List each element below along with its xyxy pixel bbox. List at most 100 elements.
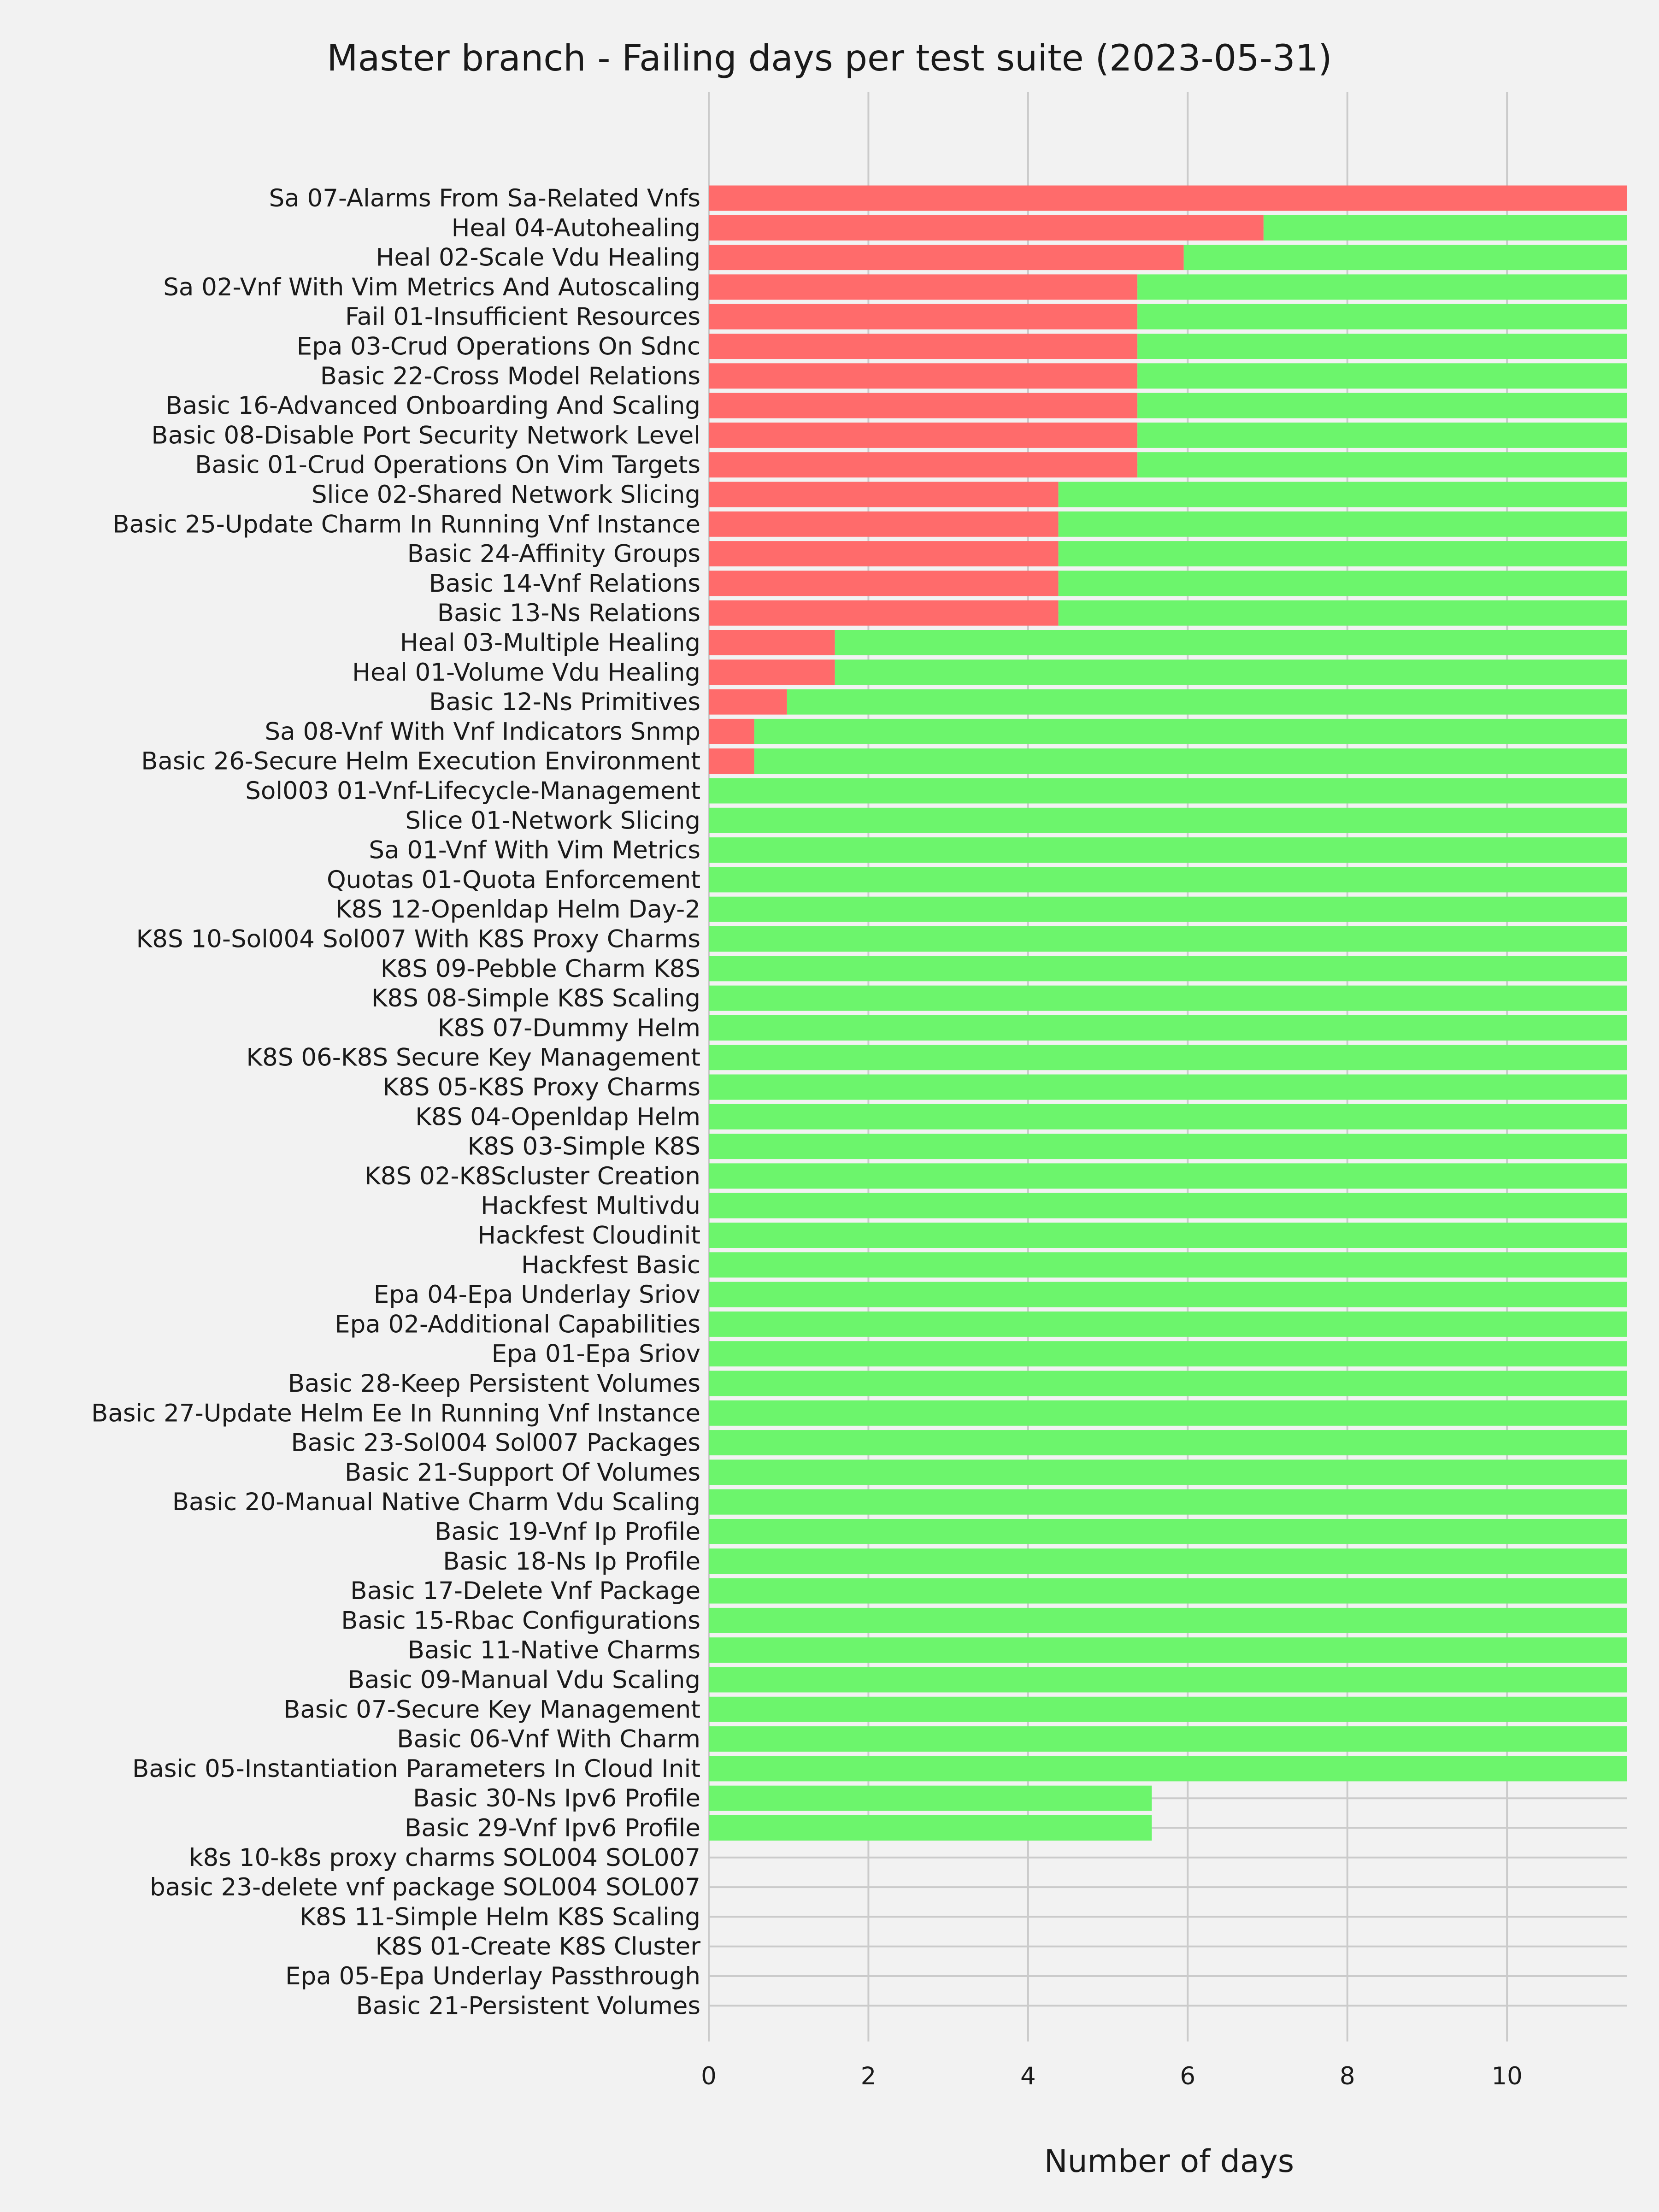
- y-tick-label: K8S 07-Dummy Helm: [438, 1014, 700, 1042]
- bar-fail: [709, 393, 1138, 418]
- bar-fail: [709, 689, 787, 715]
- y-tick-label: Basic 07-Secure Key Management: [283, 1695, 700, 1724]
- x-axis-label: Number of days: [1044, 2143, 1294, 2180]
- y-tick-label: Slice 02-Shared Network Slicing: [312, 481, 700, 509]
- y-tick-label: K8S 09-Pebble Charm K8S: [381, 955, 700, 983]
- x-tick-label: 0: [701, 2062, 717, 2090]
- bar-pass: [709, 1459, 1627, 1485]
- bar-pass: [1137, 452, 1627, 478]
- y-tick-label: K8S 11-Simple Helm K8S Scaling: [300, 1903, 700, 1931]
- y-tick-label: K8S 06-K8S Secure Key Management: [246, 1044, 700, 1072]
- y-tick-label: Basic 01-Crud Operations On Vim Targets: [195, 451, 700, 479]
- y-tick-label: Heal 04-Autohealing: [452, 214, 700, 242]
- bar-pass: [1137, 334, 1627, 359]
- y-tick-label: Basic 26-Secure Helm Execution Environme…: [141, 747, 700, 776]
- bar-fail: [709, 748, 754, 774]
- bar-fail: [709, 304, 1138, 329]
- bar-pass: [709, 1252, 1627, 1278]
- bar-fail: [709, 541, 1059, 567]
- bar-pass: [709, 985, 1627, 1011]
- y-tick-label: Basic 21-Support Of Volumes: [345, 1459, 700, 1487]
- y-tick-label: K8S 10-Sol004 Sol007 With K8S Proxy Char…: [136, 925, 701, 953]
- y-tick-label: K8S 03-Simple K8S: [468, 1133, 700, 1161]
- y-tick-label: K8S 08-Simple K8S Scaling: [371, 984, 700, 1012]
- y-tick-label: Basic 14-Vnf Relations: [429, 570, 700, 598]
- y-tick-label: Hackfest Basic: [521, 1251, 700, 1279]
- x-axis-ticks: 0 2 4 6 8 10: [701, 2062, 1523, 2090]
- y-tick-label: Basic 13-Ns Relations: [437, 599, 700, 627]
- y-tick-label: Sa 01-Vnf With Vim Metrics: [369, 836, 700, 865]
- y-tick-label: Basic 22-Cross Model Relations: [320, 362, 700, 390]
- y-tick-label: Basic 05-Instantiation Parameters In Clo…: [132, 1755, 700, 1783]
- bar-pass: [709, 1400, 1627, 1426]
- y-tick-label: Sa 08-Vnf With Vnf Indicators Snmp: [265, 718, 701, 746]
- y-tick-label: Basic 11-Native Charms: [408, 1636, 700, 1665]
- bar-pass: [709, 956, 1627, 982]
- bar-pass: [709, 1045, 1627, 1071]
- bar-pass: [709, 1667, 1627, 1693]
- y-tick-label: Basic 15-Rbac Configurations: [341, 1606, 700, 1635]
- y-tick-label: Basic 08-Disable Port Security Network L…: [151, 421, 700, 449]
- bar-pass: [709, 1104, 1627, 1130]
- bar-pass: [709, 1756, 1627, 1782]
- y-tick-label: Basic 06-Vnf With Charm: [397, 1725, 700, 1753]
- bar-fail: [709, 511, 1059, 537]
- y-tick-label: Heal 03-Multiple Healing: [400, 629, 700, 657]
- bar-pass: [1058, 511, 1627, 537]
- bar-pass: [709, 778, 1627, 804]
- bar-pass: [709, 1341, 1627, 1367]
- bar-pass: [709, 1371, 1627, 1396]
- y-tick-label: Sa 07-Alarms From Sa-Related Vnfs: [269, 184, 700, 212]
- bar-fail: [709, 630, 835, 655]
- bar-pass: [787, 689, 1627, 715]
- x-tick-label: 8: [1340, 2062, 1355, 2090]
- y-tick-label: Epa 01-Epa Sriov: [492, 1340, 700, 1368]
- bars: [709, 185, 1627, 1841]
- y-tick-label: Fail 01-Insufficient Resources: [345, 303, 700, 331]
- y-tick-label: Basic 20-Manual Native Charm Vdu Scaling: [172, 1488, 700, 1516]
- y-tick-label: Basic 28-Keep Persistent Volumes: [288, 1370, 700, 1398]
- bar-pass: [1137, 422, 1627, 448]
- y-tick-label: K8S 05-K8S Proxy Charms: [382, 1073, 700, 1101]
- bar-pass: [709, 1726, 1627, 1752]
- bar-fail: [709, 334, 1138, 359]
- y-tick-label: K8S 02-K8Scluster Creation: [365, 1162, 700, 1190]
- y-tick-label: K8S 12-Openldap Helm Day-2: [335, 895, 700, 924]
- y-tick-label: Hackfest Cloudinit: [477, 1222, 700, 1250]
- y-tick-label: Basic 17-Delete Vnf Package: [350, 1577, 700, 1605]
- bar-pass: [709, 1193, 1627, 1218]
- bar-pass: [1137, 274, 1627, 300]
- bar-pass: [1058, 541, 1627, 567]
- bar-pass: [1137, 363, 1627, 389]
- bar-pass: [709, 1489, 1627, 1515]
- bar-pass: [1137, 304, 1627, 329]
- x-tick-label: 10: [1491, 2062, 1522, 2090]
- bar-pass: [709, 1519, 1627, 1544]
- bar-pass: [835, 630, 1627, 655]
- y-tick-label: Basic 19-Vnf Ip Profile: [435, 1518, 700, 1546]
- y-tick-label: Sa 02-Vnf With Vim Metrics And Autoscali…: [163, 273, 700, 301]
- y-tick-label: Heal 01-Volume Vdu Healing: [352, 659, 700, 687]
- x-tick-label: 6: [1180, 2062, 1195, 2090]
- bar-pass: [1137, 393, 1627, 418]
- bar-pass: [709, 1607, 1627, 1633]
- bar-pass: [709, 807, 1627, 833]
- bar-pass: [1058, 600, 1627, 626]
- y-tick-label: k8s 10-k8s proxy charms SOL004 SOL007: [189, 1844, 700, 1872]
- bar-fail: [709, 482, 1059, 507]
- y-tick-label: Quotas 01-Quota Enforcement: [327, 866, 700, 894]
- bar-pass: [709, 1223, 1627, 1248]
- bar-pass: [709, 1074, 1627, 1100]
- bar-pass: [709, 837, 1627, 863]
- bar-pass: [709, 1163, 1627, 1189]
- bar-fail: [709, 718, 754, 744]
- bar-pass: [709, 1815, 1152, 1841]
- bar-fail: [709, 659, 835, 685]
- bar-pass: [709, 1637, 1627, 1663]
- bar-pass: [709, 1548, 1627, 1574]
- bar-pass: [709, 1282, 1627, 1307]
- y-tick-label: Basic 25-Update Charm In Running Vnf Ins…: [112, 510, 700, 538]
- bar-pass: [754, 718, 1627, 744]
- y-tick-label: Epa 02-Additional Capabilities: [335, 1310, 700, 1338]
- bar-pass: [1183, 245, 1627, 271]
